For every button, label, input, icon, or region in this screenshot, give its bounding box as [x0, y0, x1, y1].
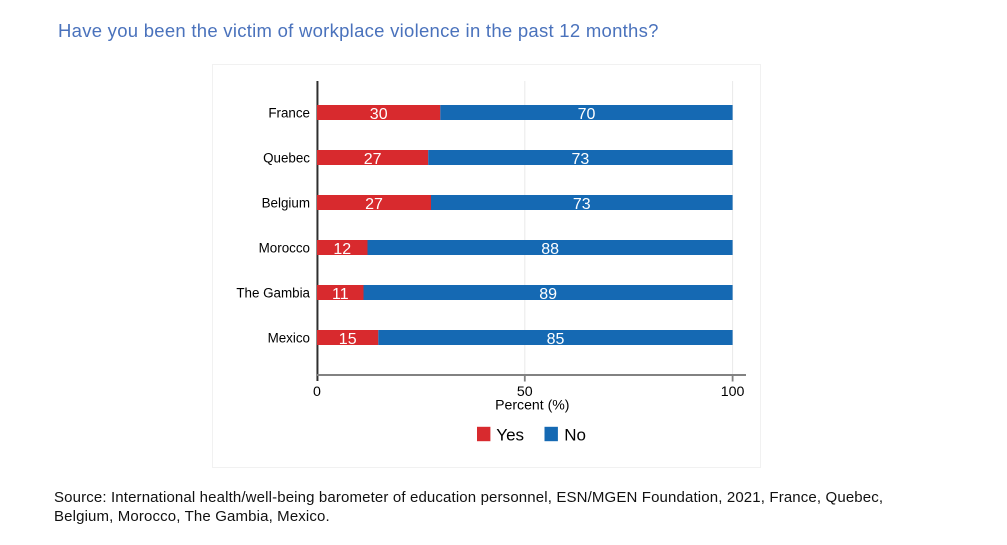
svg-text:11: 11: [332, 286, 349, 303]
svg-text:Quebec: Quebec: [263, 150, 310, 165]
svg-text:27: 27: [365, 196, 383, 213]
svg-text:89: 89: [539, 286, 557, 303]
svg-text:The Gambia: The Gambia: [236, 285, 310, 300]
svg-text:Yes: Yes: [496, 425, 524, 444]
svg-text:France: France: [268, 105, 310, 120]
svg-text:No: No: [564, 425, 586, 444]
svg-text:Belgium: Belgium: [262, 195, 310, 210]
svg-text:27: 27: [364, 151, 382, 168]
svg-text:15: 15: [339, 331, 357, 348]
svg-text:85: 85: [547, 331, 565, 348]
svg-text:50: 50: [517, 384, 533, 400]
svg-text:100: 100: [721, 384, 745, 400]
svg-text:88: 88: [541, 241, 559, 258]
svg-text:Mexico: Mexico: [268, 330, 310, 345]
svg-text:Percent (%): Percent (%): [495, 397, 569, 413]
svg-text:12: 12: [333, 241, 351, 258]
svg-text:70: 70: [578, 106, 596, 123]
svg-text:0: 0: [313, 384, 321, 400]
svg-text:30: 30: [370, 106, 388, 123]
svg-text:73: 73: [572, 151, 590, 168]
svg-text:73: 73: [573, 196, 591, 213]
svg-text:Morocco: Morocco: [259, 240, 310, 255]
